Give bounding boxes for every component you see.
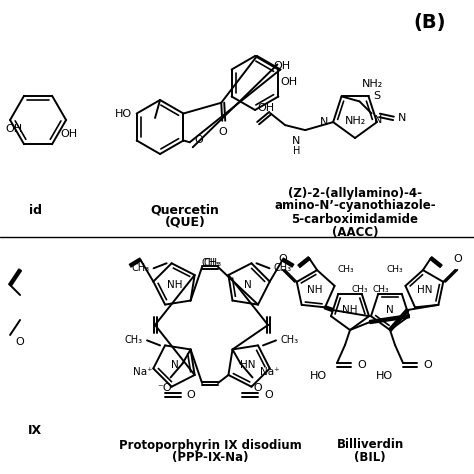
Text: HN: HN <box>240 360 256 370</box>
Text: O: O <box>195 135 203 145</box>
Text: CH₃: CH₃ <box>202 258 220 268</box>
Text: (Z)-2-(allylamino)-4-: (Z)-2-(allylamino)-4- <box>288 186 422 200</box>
Text: CH₃: CH₃ <box>386 265 403 274</box>
Text: OH: OH <box>273 61 290 71</box>
Text: N: N <box>398 113 406 123</box>
Text: O: O <box>453 254 462 264</box>
Text: Billiverdin: Billiverdin <box>337 438 404 452</box>
Text: Protoporphyrin IX disodium: Protoporphyrin IX disodium <box>118 438 301 452</box>
Text: (QUE): (QUE) <box>164 216 206 228</box>
Text: N: N <box>386 305 394 315</box>
Text: OH: OH <box>60 129 77 139</box>
Text: (B): (B) <box>414 12 446 31</box>
Text: ⁻O: ⁻O <box>157 383 172 393</box>
Text: O: O <box>264 391 273 401</box>
Text: IX: IX <box>28 423 42 437</box>
Text: NH₂: NH₂ <box>362 79 383 90</box>
Text: O: O <box>423 360 432 370</box>
Text: O: O <box>357 360 366 370</box>
Text: CH₃: CH₃ <box>372 285 389 294</box>
Text: CH₃: CH₃ <box>351 285 368 294</box>
Text: NH: NH <box>167 280 183 290</box>
Text: id: id <box>28 203 42 217</box>
Text: S: S <box>374 91 381 101</box>
Text: N: N <box>320 117 328 127</box>
Text: CH₃: CH₃ <box>125 336 143 346</box>
Text: CH₃: CH₃ <box>337 265 354 274</box>
Text: 5-carboximidamide: 5-carboximidamide <box>292 212 419 226</box>
Text: CH₃: CH₃ <box>280 336 298 346</box>
Text: Na⁺: Na⁺ <box>261 367 280 377</box>
Text: CH₃: CH₃ <box>131 263 150 273</box>
Text: NH: NH <box>342 305 358 315</box>
Text: OH: OH <box>5 124 22 134</box>
Text: O: O <box>187 391 195 401</box>
Text: NH: NH <box>307 285 323 295</box>
Text: ⁻O: ⁻O <box>248 383 263 393</box>
Text: CH₃: CH₃ <box>203 258 221 268</box>
Text: O: O <box>219 127 228 137</box>
Text: (PPP-IX-Na): (PPP-IX-Na) <box>172 452 248 465</box>
Text: HO: HO <box>310 371 327 381</box>
Text: HO: HO <box>115 109 132 118</box>
Text: Quercetin: Quercetin <box>151 203 219 217</box>
Text: NH₂: NH₂ <box>345 116 365 126</box>
Text: H: H <box>293 146 300 156</box>
Text: N: N <box>244 280 252 290</box>
Text: OH: OH <box>257 103 274 113</box>
Text: N: N <box>292 136 300 146</box>
Text: CH₃: CH₃ <box>273 263 292 273</box>
Text: (BIL): (BIL) <box>354 452 386 465</box>
Text: N: N <box>374 115 382 126</box>
Text: O: O <box>16 337 25 347</box>
Text: O: O <box>278 254 287 264</box>
Text: HO: HO <box>376 371 393 381</box>
Text: amino-N’-cyanothiazole-: amino-N’-cyanothiazole- <box>274 200 436 212</box>
Text: HN: HN <box>417 285 433 295</box>
Text: OH: OH <box>281 76 298 86</box>
Text: (AACC): (AACC) <box>332 226 378 238</box>
Text: Na⁺: Na⁺ <box>133 367 153 377</box>
Text: N: N <box>171 360 179 370</box>
